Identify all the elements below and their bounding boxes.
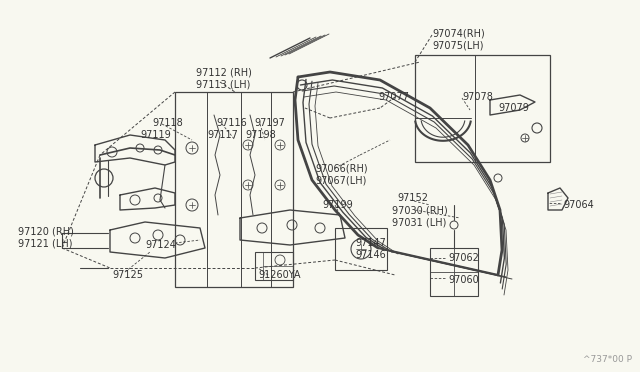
Text: 97030 (RH): 97030 (RH) bbox=[392, 205, 448, 215]
Text: 97062: 97062 bbox=[448, 253, 479, 263]
Text: 97118: 97118 bbox=[152, 118, 183, 128]
Text: 97120 (RH): 97120 (RH) bbox=[18, 226, 74, 236]
Text: 97147: 97147 bbox=[355, 238, 386, 248]
Text: 97146: 97146 bbox=[355, 250, 386, 260]
Text: 91260YA: 91260YA bbox=[258, 270, 301, 280]
Text: 97064: 97064 bbox=[563, 200, 594, 210]
Text: 97199: 97199 bbox=[322, 200, 353, 210]
Text: 97075(LH): 97075(LH) bbox=[432, 40, 483, 50]
Bar bbox=[335, 228, 387, 270]
Text: 97121 (LH): 97121 (LH) bbox=[18, 238, 72, 248]
Text: 97124: 97124 bbox=[145, 240, 176, 250]
Text: 97031 (LH): 97031 (LH) bbox=[392, 217, 446, 227]
Text: 97117: 97117 bbox=[207, 130, 238, 140]
Text: 97125: 97125 bbox=[112, 270, 143, 280]
Text: 97079: 97079 bbox=[498, 103, 529, 113]
Text: 97074(RH): 97074(RH) bbox=[432, 28, 484, 38]
Bar bbox=[255, 252, 293, 280]
Text: 97198: 97198 bbox=[245, 130, 276, 140]
Text: 97113 (LH): 97113 (LH) bbox=[196, 79, 250, 89]
Text: ^737*00 P: ^737*00 P bbox=[583, 355, 632, 364]
Bar bbox=[175, 92, 293, 287]
Bar bbox=[415, 55, 550, 162]
Text: 97060: 97060 bbox=[448, 275, 479, 285]
Text: 97066(RH): 97066(RH) bbox=[315, 163, 367, 173]
Text: 97116: 97116 bbox=[216, 118, 247, 128]
Bar bbox=[430, 248, 478, 296]
Text: 97112 (RH): 97112 (RH) bbox=[196, 67, 252, 77]
Text: 97119: 97119 bbox=[140, 130, 171, 140]
Text: 97152: 97152 bbox=[397, 193, 428, 203]
Text: 97078: 97078 bbox=[462, 92, 493, 102]
Text: 97067(LH): 97067(LH) bbox=[315, 175, 366, 185]
Text: 97197: 97197 bbox=[254, 118, 285, 128]
Text: 97077: 97077 bbox=[378, 92, 409, 102]
